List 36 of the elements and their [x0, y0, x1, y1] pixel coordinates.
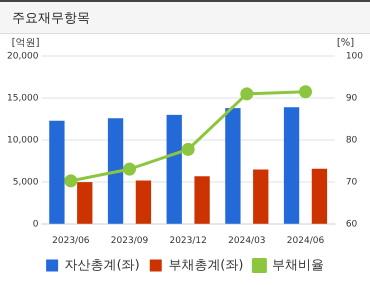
x-tick-label: 2023/09: [110, 236, 148, 246]
bar: [136, 180, 152, 224]
legend-label: 자산총계(좌): [64, 258, 140, 273]
point: [182, 142, 195, 156]
x-tick-label: 2023/12: [169, 236, 207, 246]
x-tick-label: 2023/06: [52, 236, 90, 246]
y2-tick-label: 100: [346, 51, 364, 62]
y-tick-label: 20,000: [6, 51, 39, 62]
point: [298, 85, 312, 98]
bar: [312, 168, 328, 224]
point: [122, 162, 136, 176]
y2-tick-label: 70: [346, 177, 358, 188]
y-axis-title: [억원]: [12, 38, 40, 49]
y2-tick-label: 60: [346, 220, 358, 230]
bar: [108, 118, 124, 224]
y2-tick-label: 80: [346, 135, 358, 146]
y-tick-label: 0: [32, 220, 39, 230]
bar: [77, 182, 92, 224]
legend-label: 부채총계(좌): [168, 258, 244, 273]
bar: [194, 176, 210, 224]
y2-tick-label: 90: [346, 93, 358, 104]
bar: [284, 107, 300, 224]
y-tick-label: 15,000: [6, 93, 39, 104]
point: [240, 87, 254, 100]
y-tick-label: 10,000: [6, 135, 39, 146]
bar: [166, 114, 182, 224]
x-tick-label: 2024/03: [228, 236, 266, 246]
x-tick-label: 2024/06: [286, 236, 324, 246]
point: [64, 174, 78, 188]
y2-axis-title: [%]: [336, 38, 354, 49]
bar: [253, 170, 268, 224]
y-tick-label: 5,000: [12, 177, 39, 188]
legend-label: 부채비율: [272, 258, 324, 273]
chart-title: 주요재무항목: [0, 0, 370, 34]
bar: [49, 120, 65, 224]
bar: [225, 108, 241, 224]
